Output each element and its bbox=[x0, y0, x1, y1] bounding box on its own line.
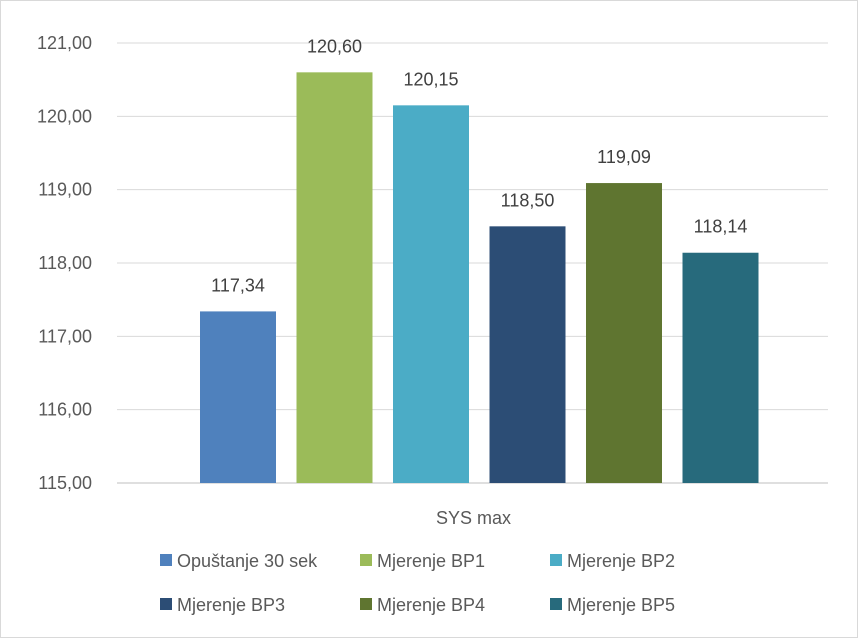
y-tick-label: 117,00 bbox=[38, 326, 92, 346]
legend-swatch bbox=[550, 554, 562, 566]
bar-5 bbox=[586, 183, 662, 484]
data-label: 120,60 bbox=[307, 36, 362, 56]
bar-4 bbox=[489, 226, 566, 484]
y-tick-label: 118,00 bbox=[38, 253, 92, 273]
legend-swatch bbox=[160, 598, 172, 610]
bar-2 bbox=[296, 72, 373, 483]
legend-item-label: Mjerenje BP4 bbox=[377, 595, 485, 615]
legend-item-label: Mjerenje BP5 bbox=[567, 595, 675, 615]
y-tick-label: 121,00 bbox=[37, 33, 92, 53]
data-label: 117,34 bbox=[211, 275, 265, 295]
bar-1 bbox=[200, 311, 276, 483]
data-label: 120,15 bbox=[403, 69, 458, 89]
legend-swatch bbox=[550, 598, 562, 610]
y-tick-label: 115,00 bbox=[38, 473, 92, 493]
y-tick-label: 119,00 bbox=[38, 180, 92, 200]
data-label: 118,14 bbox=[694, 217, 748, 237]
y-tick-label: 116,00 bbox=[38, 400, 92, 420]
legend-item-label: Mjerenje BP3 bbox=[177, 595, 285, 615]
data-label: 119,09 bbox=[597, 147, 651, 167]
legend-item-label: Mjerenje BP1 bbox=[377, 551, 485, 571]
legend-swatch bbox=[160, 554, 172, 566]
legend-item-label: Mjerenje BP2 bbox=[567, 551, 675, 571]
x-category-label: SYS max bbox=[436, 508, 511, 528]
legend-swatch bbox=[360, 554, 372, 566]
bar-6 bbox=[682, 252, 759, 483]
legend-swatch bbox=[360, 598, 372, 610]
bar-3 bbox=[393, 105, 469, 483]
data-label: 118,50 bbox=[501, 190, 555, 210]
y-tick-label: 120,00 bbox=[37, 106, 92, 126]
legend-item-label: Opuštanje 30 sek bbox=[177, 551, 318, 571]
